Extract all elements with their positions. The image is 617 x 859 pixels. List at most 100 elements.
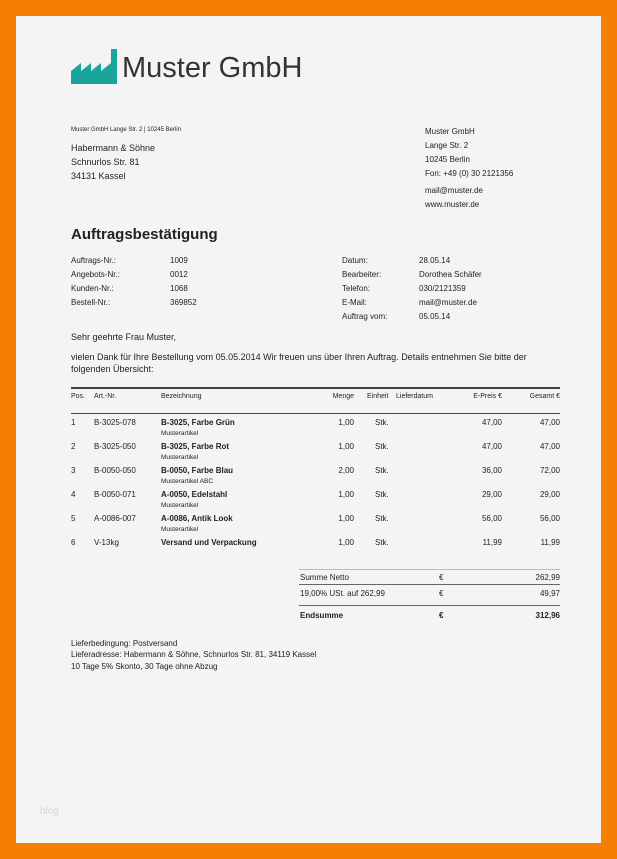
row-quantity: 1,00 — [338, 490, 354, 499]
meta-label: Bestell-Nr.: — [71, 298, 111, 307]
column-header-price: E-Preis € — [473, 393, 502, 400]
meta-value: 1068 — [170, 284, 188, 293]
meta-value: Dorothea Schäfer — [419, 270, 482, 279]
total-label: 19,00% USt. auf 262,99 — [300, 589, 385, 598]
meta-value: 28.05.14 — [419, 256, 451, 265]
column-header-pos: Pos. — [71, 393, 86, 400]
row-art-nr: B-3025-050 — [94, 442, 136, 451]
company-logo-text: Muster GmbH — [122, 52, 303, 84]
company-line: 10245 Berlin — [425, 155, 470, 164]
meta-label: Telefon: — [342, 284, 371, 293]
total-label: Endsumme — [300, 611, 344, 620]
row-total: 56,00 — [539, 514, 560, 523]
total-value: 312,96 — [535, 611, 560, 620]
salutation: Sehr geehrte Frau Muster, — [71, 332, 177, 342]
meta-label: Auftrags-Nr.: — [71, 256, 116, 265]
meta-label: Angebots-Nr.: — [71, 270, 120, 279]
row-total: 11,99 — [540, 538, 560, 547]
row-total: 47,00 — [539, 418, 560, 427]
row-description: A-0086, Antik Look — [161, 514, 233, 523]
row-unit-price: 47,00 — [481, 442, 502, 451]
row-unit: Stk. — [375, 418, 389, 427]
total-currency: € — [439, 611, 444, 620]
row-description: B-3025, Farbe Rot — [161, 442, 230, 451]
row-unit-price: 56,00 — [481, 514, 502, 523]
row-pos: 5 — [71, 514, 76, 523]
footer-line: Lieferadresse: Habermann & Söhne, Schnur… — [71, 650, 317, 659]
row-quantity: 1,00 — [338, 442, 354, 451]
row-description: B-3025, Farbe Grün — [161, 418, 235, 427]
row-art-nr: V-13kg — [94, 538, 119, 547]
row-quantity: 2,00 — [338, 466, 354, 475]
intro-text: vielen Dank für Ihre Bestellung vom 05.0… — [71, 352, 527, 362]
meta-value: mail@muster.de — [419, 298, 477, 307]
row-unit: Stk. — [375, 538, 389, 547]
meta-value: 05.05.14 — [419, 312, 451, 321]
column-header-total: Gesamt € — [529, 393, 560, 400]
page-title: Auftragsbestätigung — [71, 226, 218, 243]
meta-label: Auftrag vom: — [342, 312, 388, 321]
row-pos: 3 — [71, 466, 76, 475]
row-description: B-0050, Farbe Blau — [161, 466, 234, 475]
row-quantity: 1,00 — [338, 418, 354, 427]
company-line: Fon: +49 (0) 30 2121356 — [425, 169, 514, 178]
company-line: Lange Str. 2 — [425, 141, 469, 150]
recipient-line: Schnurlos Str. 81 — [71, 157, 140, 167]
recipient-line: 34131 Kassel — [71, 171, 126, 181]
row-pos: 1 — [71, 418, 76, 427]
row-subtitle: Musterartikel — [161, 526, 199, 533]
row-unit: Stk. — [375, 514, 389, 523]
row-description: A-0050, Edelstahl — [161, 490, 228, 499]
meta-label: Bearbeiter: — [342, 270, 382, 279]
total-currency: € — [439, 589, 444, 598]
total-currency: € — [439, 573, 444, 582]
row-pos: 2 — [71, 442, 76, 451]
recipient-line: Habermann & Söhne — [71, 143, 156, 153]
row-subtitle: Musterartikel — [161, 502, 199, 509]
row-unit: Stk. — [375, 466, 389, 475]
meta-label: Kunden-Nr.: — [71, 284, 114, 293]
website-link[interactable]: www.muster.de — [425, 200, 480, 209]
footer-line: 10 Tage 5% Skonto, 30 Tage ohne Abzug — [71, 662, 218, 671]
watermark: blog — [40, 806, 59, 817]
factory-logo-icon — [71, 49, 117, 84]
meta-value: 1009 — [170, 256, 188, 265]
row-subtitle: Musterartikel ABC — [161, 478, 214, 485]
row-unit: Stk. — [375, 442, 389, 451]
row-pos: 6 — [71, 538, 76, 547]
row-pos: 4 — [71, 490, 76, 499]
column-header-unit: Einheit — [367, 393, 389, 400]
meta-value: 030/2121359 — [419, 284, 466, 293]
column-header-desc: Bezeichnung — [161, 393, 202, 400]
email-link[interactable]: mail@muster.de — [425, 186, 483, 195]
row-total: 29,00 — [539, 490, 560, 499]
row-subtitle: Musterartikel — [161, 454, 199, 461]
row-unit-price: 29,00 — [481, 490, 502, 499]
row-quantity: 1,00 — [338, 538, 354, 547]
company-line: Muster GmbH — [425, 127, 475, 136]
total-value: 49,97 — [539, 589, 560, 598]
footer-line: Lieferbedingung: Postversand — [71, 639, 178, 648]
row-total: 47,00 — [539, 442, 560, 451]
row-art-nr: B-3025-078 — [94, 418, 136, 427]
row-unit: Stk. — [375, 490, 389, 499]
total-value: 262,99 — [535, 573, 560, 582]
row-unit-price: 47,00 — [481, 418, 502, 427]
meta-label: Datum: — [342, 256, 368, 265]
row-description: Versand und Verpackung — [161, 538, 257, 547]
row-subtitle: Musterartikel — [161, 430, 199, 437]
document-page: Muster GmbH Muster GmbH Lange Str. 2 | 1… — [16, 16, 601, 843]
row-art-nr: B-0050-050 — [94, 466, 136, 475]
column-header-date: Lieferdatum — [396, 393, 433, 400]
meta-value: 369852 — [170, 298, 197, 307]
row-art-nr: B-0050-071 — [94, 490, 136, 499]
total-label: Summe Netto — [300, 573, 349, 582]
row-unit-price: 11,99 — [482, 538, 502, 547]
meta-value: 0012 — [170, 270, 188, 279]
column-header-art: Art.-Nr. — [94, 393, 117, 400]
row-unit-price: 36,00 — [481, 466, 502, 475]
intro-text-2: folgenden Übersicht: — [71, 364, 154, 374]
sender-line: Muster GmbH Lange Str. 2 | 10245 Berlin — [71, 127, 181, 133]
meta-label: E-Mail: — [342, 298, 367, 307]
row-total: 72,00 — [539, 466, 560, 475]
